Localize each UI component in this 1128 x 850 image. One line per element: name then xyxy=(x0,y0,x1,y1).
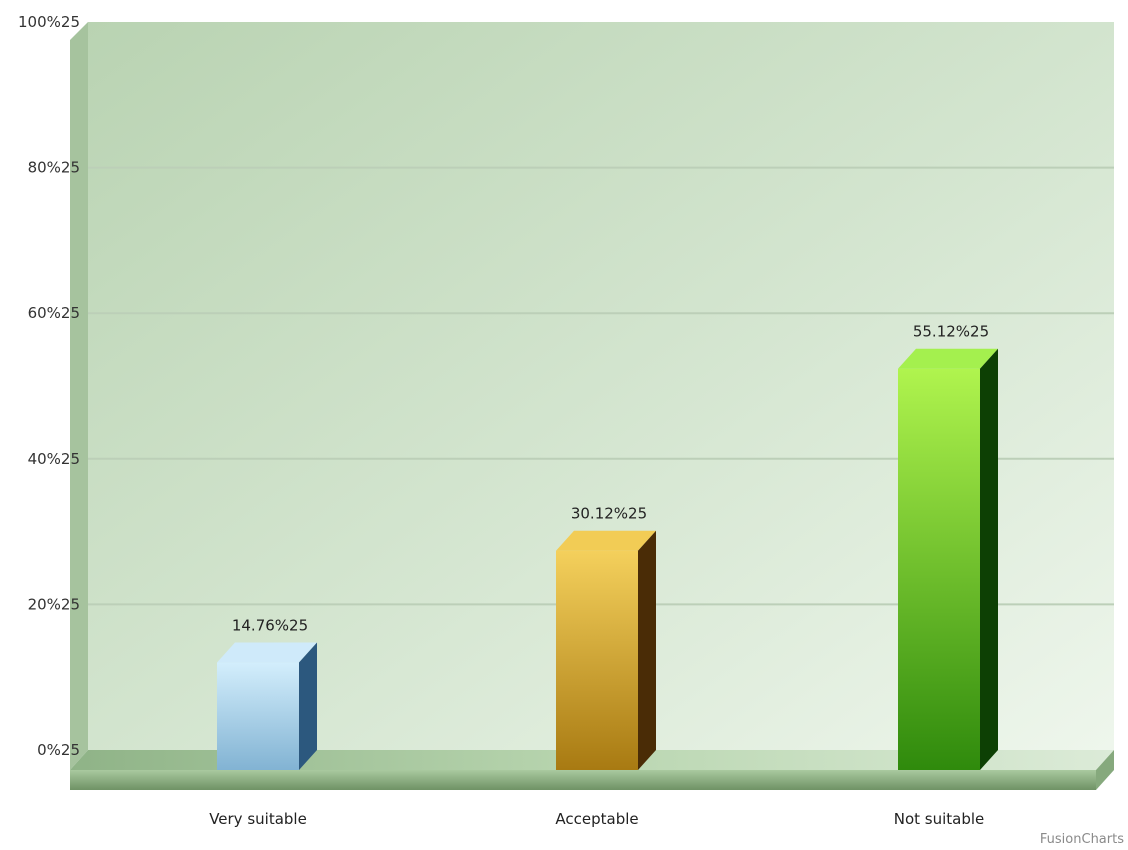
bar-side-face xyxy=(299,642,317,770)
x-category-label: Very suitable xyxy=(209,810,307,828)
x-category-label: Acceptable xyxy=(555,810,638,828)
y-tick-label: 100%25 xyxy=(18,13,80,31)
y-tick-label: 40%25 xyxy=(28,450,80,468)
plot-background xyxy=(88,22,1114,750)
bar-top-face xyxy=(556,530,656,551)
chart-floor-side xyxy=(1096,750,1114,790)
data-label: 30.12%25 xyxy=(571,505,647,523)
bar-not-suitable[interactable] xyxy=(898,348,998,770)
bar-front-face xyxy=(556,550,638,770)
y-tick-label: 60%25 xyxy=(28,304,80,322)
bar-front-face xyxy=(898,368,980,770)
bar-top-face xyxy=(898,348,998,369)
bar-front-face xyxy=(217,662,299,770)
data-label: 14.76%25 xyxy=(232,617,308,635)
watermark: FusionCharts xyxy=(1040,832,1124,847)
bar-side-face xyxy=(638,530,656,770)
data-label: 55.12%25 xyxy=(913,323,989,341)
bar-top-face xyxy=(217,642,317,663)
x-category-label: Not suitable xyxy=(894,810,985,828)
plot-left-wall xyxy=(70,22,88,770)
bar-side-face xyxy=(980,348,998,770)
y-tick-label: 20%25 xyxy=(28,595,80,613)
bar-very-suitable[interactable] xyxy=(217,642,317,770)
y-tick-label: 80%25 xyxy=(28,159,80,177)
chart-floor-front xyxy=(70,770,1096,790)
y-tick-label: 0%25 xyxy=(37,741,80,759)
bar-acceptable[interactable] xyxy=(556,530,656,770)
